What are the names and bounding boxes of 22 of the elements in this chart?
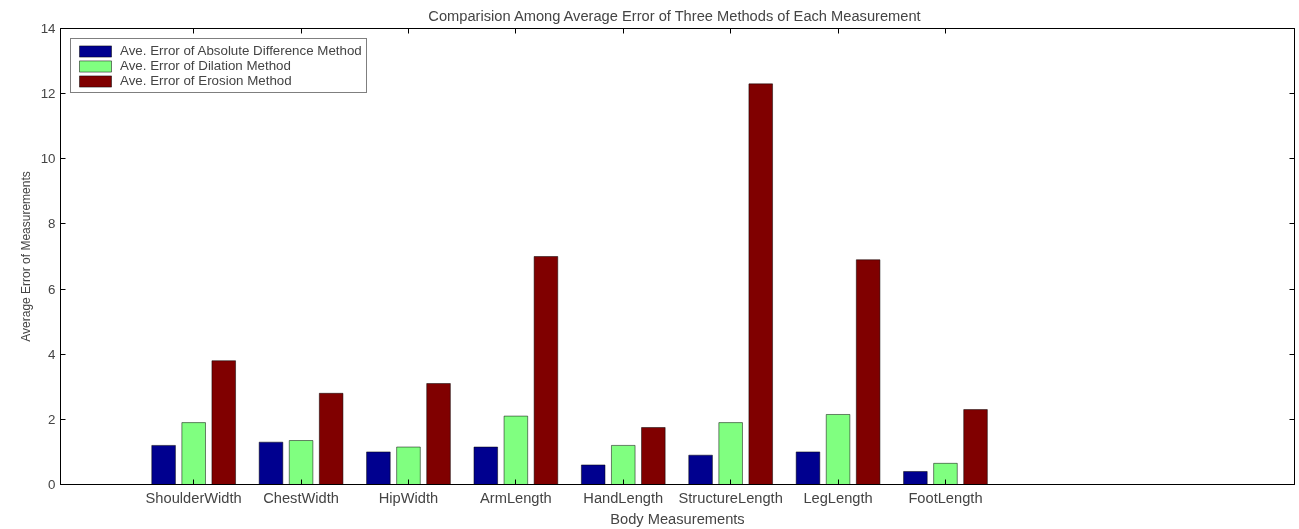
x-tick-label: ArmLength	[480, 489, 552, 506]
y-tick-label: 14	[40, 21, 57, 36]
x-tick-label: StructureLength	[678, 489, 783, 506]
y-tick-label: 8	[48, 216, 56, 232]
x-tick-label: HandLength	[583, 489, 664, 506]
x-tick-label: LegLength	[803, 489, 873, 506]
y-axis-title: Average Error of Measurements	[18, 171, 33, 342]
x-tick-label: FootLength	[908, 489, 983, 506]
y-tick-label: 2	[48, 411, 56, 427]
y-tick-label: 4	[48, 346, 57, 362]
y-tick-label: 12	[40, 86, 56, 102]
x-tick-label: ShoulderWidth	[145, 489, 242, 506]
x-axis-title: Body Measurements	[610, 510, 745, 527]
x-tick-label: HipWidth	[378, 489, 439, 506]
legend-label: Ave. Error of Absolute Difference Method	[120, 43, 362, 58]
y-tick-label: 0	[48, 477, 56, 492]
y-tick-label: 10	[40, 151, 56, 167]
chart-title: Comparision Among Average Error of Three Methods of Each Measurement	[428, 7, 921, 24]
y-tick-label: 6	[48, 281, 56, 297]
legend-label: Ave. Error of Erosion Method	[120, 73, 292, 88]
x-tick-label: ChestWidth	[263, 489, 339, 506]
legend-label: Ave. Error of Dilation Method	[120, 58, 291, 73]
